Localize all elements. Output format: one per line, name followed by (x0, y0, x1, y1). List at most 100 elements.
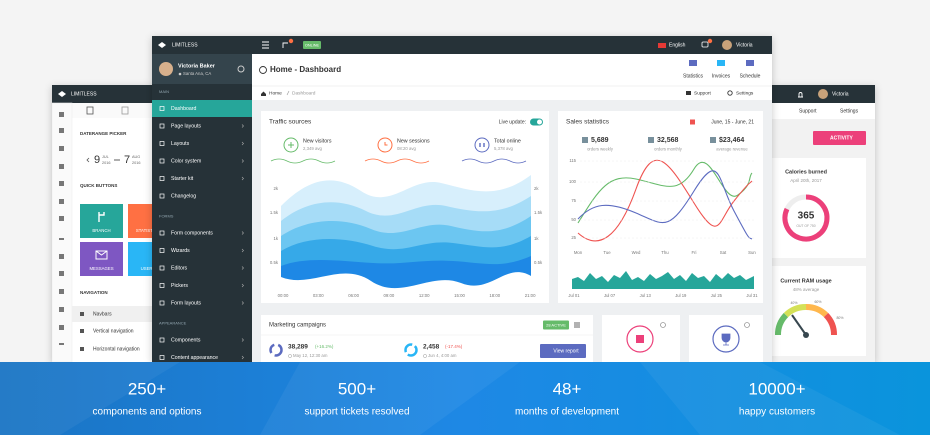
icon (59, 128, 64, 133)
gauge-segment (823, 312, 838, 336)
campaign-change: (-17.4%) (445, 344, 463, 349)
x-tick-label: Fri (691, 250, 696, 255)
nav-item[interactable]: Starter kit (171, 176, 194, 182)
icon (59, 164, 64, 169)
user-name[interactable]: Victoria (736, 42, 753, 48)
line (577, 159, 753, 242)
quick-button[interactable] (80, 204, 123, 238)
stat-icon (582, 137, 588, 143)
icon (59, 271, 64, 276)
donut-caption: OUT OF 750 (796, 224, 815, 228)
nav-item[interactable]: Navbars (93, 311, 112, 317)
nav-item[interactable]: Color system (171, 158, 201, 164)
x-tick-label: Jul 25 (711, 293, 723, 298)
sales-card: Sales statistics June, 15 - June, 21 5,6… (558, 111, 763, 303)
card-title: Traffic sources (269, 119, 312, 126)
nav-item[interactable]: Form components (171, 230, 213, 236)
menu-icon[interactable] (574, 322, 580, 328)
nav-item[interactable]: Page layouts (171, 123, 201, 129)
header-action[interactable]: Schedule (740, 73, 761, 79)
link[interactable]: Support (799, 108, 817, 114)
stat-label: average revenue (716, 147, 748, 152)
nav-item[interactable]: Dashboard (171, 106, 196, 112)
y-tick-label: 0.5k (270, 260, 279, 265)
nav-item[interactable]: Vertical navigation (93, 328, 134, 334)
campaign-donut (404, 343, 418, 357)
nav-icon (159, 355, 165, 360)
x-tick-label: Mon (574, 250, 583, 255)
badge-label: 28 ACTIVE (546, 322, 566, 327)
nav-item[interactable]: Form layouts (171, 300, 201, 306)
language[interactable]: English (669, 42, 686, 48)
tab-icon (86, 106, 94, 115)
nav-item[interactable]: Editors (171, 265, 188, 271)
stat-icon (648, 137, 654, 143)
stat-icon (474, 137, 490, 153)
stat-label: components and options (93, 407, 202, 418)
breadcrumb-link[interactable]: Settings (736, 90, 754, 96)
report-button[interactable] (540, 344, 586, 358)
gear-icon[interactable] (660, 322, 666, 328)
breadcrumb-item[interactable]: Home (269, 90, 282, 96)
line (577, 170, 753, 240)
action-icon (746, 60, 754, 66)
widget: 68k (602, 315, 680, 362)
nav-chevron (241, 248, 244, 253)
nav-icon (80, 329, 84, 333)
page-title: Home - Dashboard (270, 65, 341, 74)
breadcrumb-link[interactable]: Support (694, 90, 711, 96)
stream-graph (281, 175, 531, 291)
traffic-card: Traffic sources Live update: New visitor… (261, 111, 549, 303)
x-tick-label: Jul 01 (568, 293, 580, 298)
menu-icon[interactable] (262, 41, 269, 49)
notification-icon[interactable] (282, 42, 288, 48)
widget-glyph (636, 335, 644, 343)
brand: LIMITLESS (172, 42, 198, 48)
nav-active-bg (152, 100, 252, 117)
activity-label: ACTIVITY (830, 135, 853, 141)
x-tick-label: Thu (661, 250, 669, 255)
card (558, 111, 763, 303)
left-window: LIMITLESS DATERANGE PICKER 9 JUL 2016 7 … (52, 85, 162, 362)
status-badge (303, 41, 321, 49)
nav-chevron (241, 283, 244, 288)
main-window-content: LIMITLESS ONLINE English Victoria Victor… (152, 36, 772, 362)
chevron (86, 157, 90, 163)
chat-icon[interactable] (701, 41, 709, 48)
card-title: Calories burned (785, 169, 827, 175)
nav-item[interactable]: Components (171, 337, 201, 343)
link[interactable]: Settings (840, 108, 859, 114)
header-action[interactable]: Invoices (712, 73, 731, 79)
user-name: Victoria Baker (178, 63, 216, 69)
nav-item[interactable]: Content appearance (171, 355, 218, 361)
x-tick-label: Sat (720, 250, 727, 255)
nav-item[interactable]: Wizards (171, 248, 190, 254)
nav-icon (159, 265, 165, 271)
gear-icon[interactable] (237, 65, 245, 73)
notification-dot (288, 38, 294, 44)
back-icon[interactable] (259, 66, 267, 74)
activity-button[interactable] (813, 131, 866, 145)
nav-item[interactable]: Pickers (171, 283, 188, 289)
band-texture (0, 362, 900, 435)
icon (59, 307, 64, 312)
nav-icon (80, 312, 84, 316)
breadcrumb-bar (252, 86, 772, 100)
y-tick-label: 1.5k (534, 210, 543, 215)
tab-icon (121, 106, 129, 115)
card-subtitle: April 20th, 2017 (790, 178, 822, 183)
nav-item[interactable]: Horizontal navigation (93, 346, 140, 352)
header-action[interactable]: Statistics (683, 73, 704, 79)
card-title: Marketing campaigns (269, 323, 326, 329)
x-tick-label: Jul 31 (746, 293, 758, 298)
nav-section-label: APPEARANCE (159, 321, 187, 326)
icon (59, 199, 64, 204)
stat-glyph (384, 142, 388, 146)
button-label: USERS (141, 266, 156, 271)
gear-icon[interactable] (744, 322, 750, 328)
date-range[interactable]: June, 15 - June, 21 (711, 119, 754, 125)
nav-item[interactable]: Changelog (171, 193, 196, 199)
nav-item[interactable]: Layouts (171, 141, 190, 147)
section-title: QUICK BUTTONS (80, 183, 117, 188)
